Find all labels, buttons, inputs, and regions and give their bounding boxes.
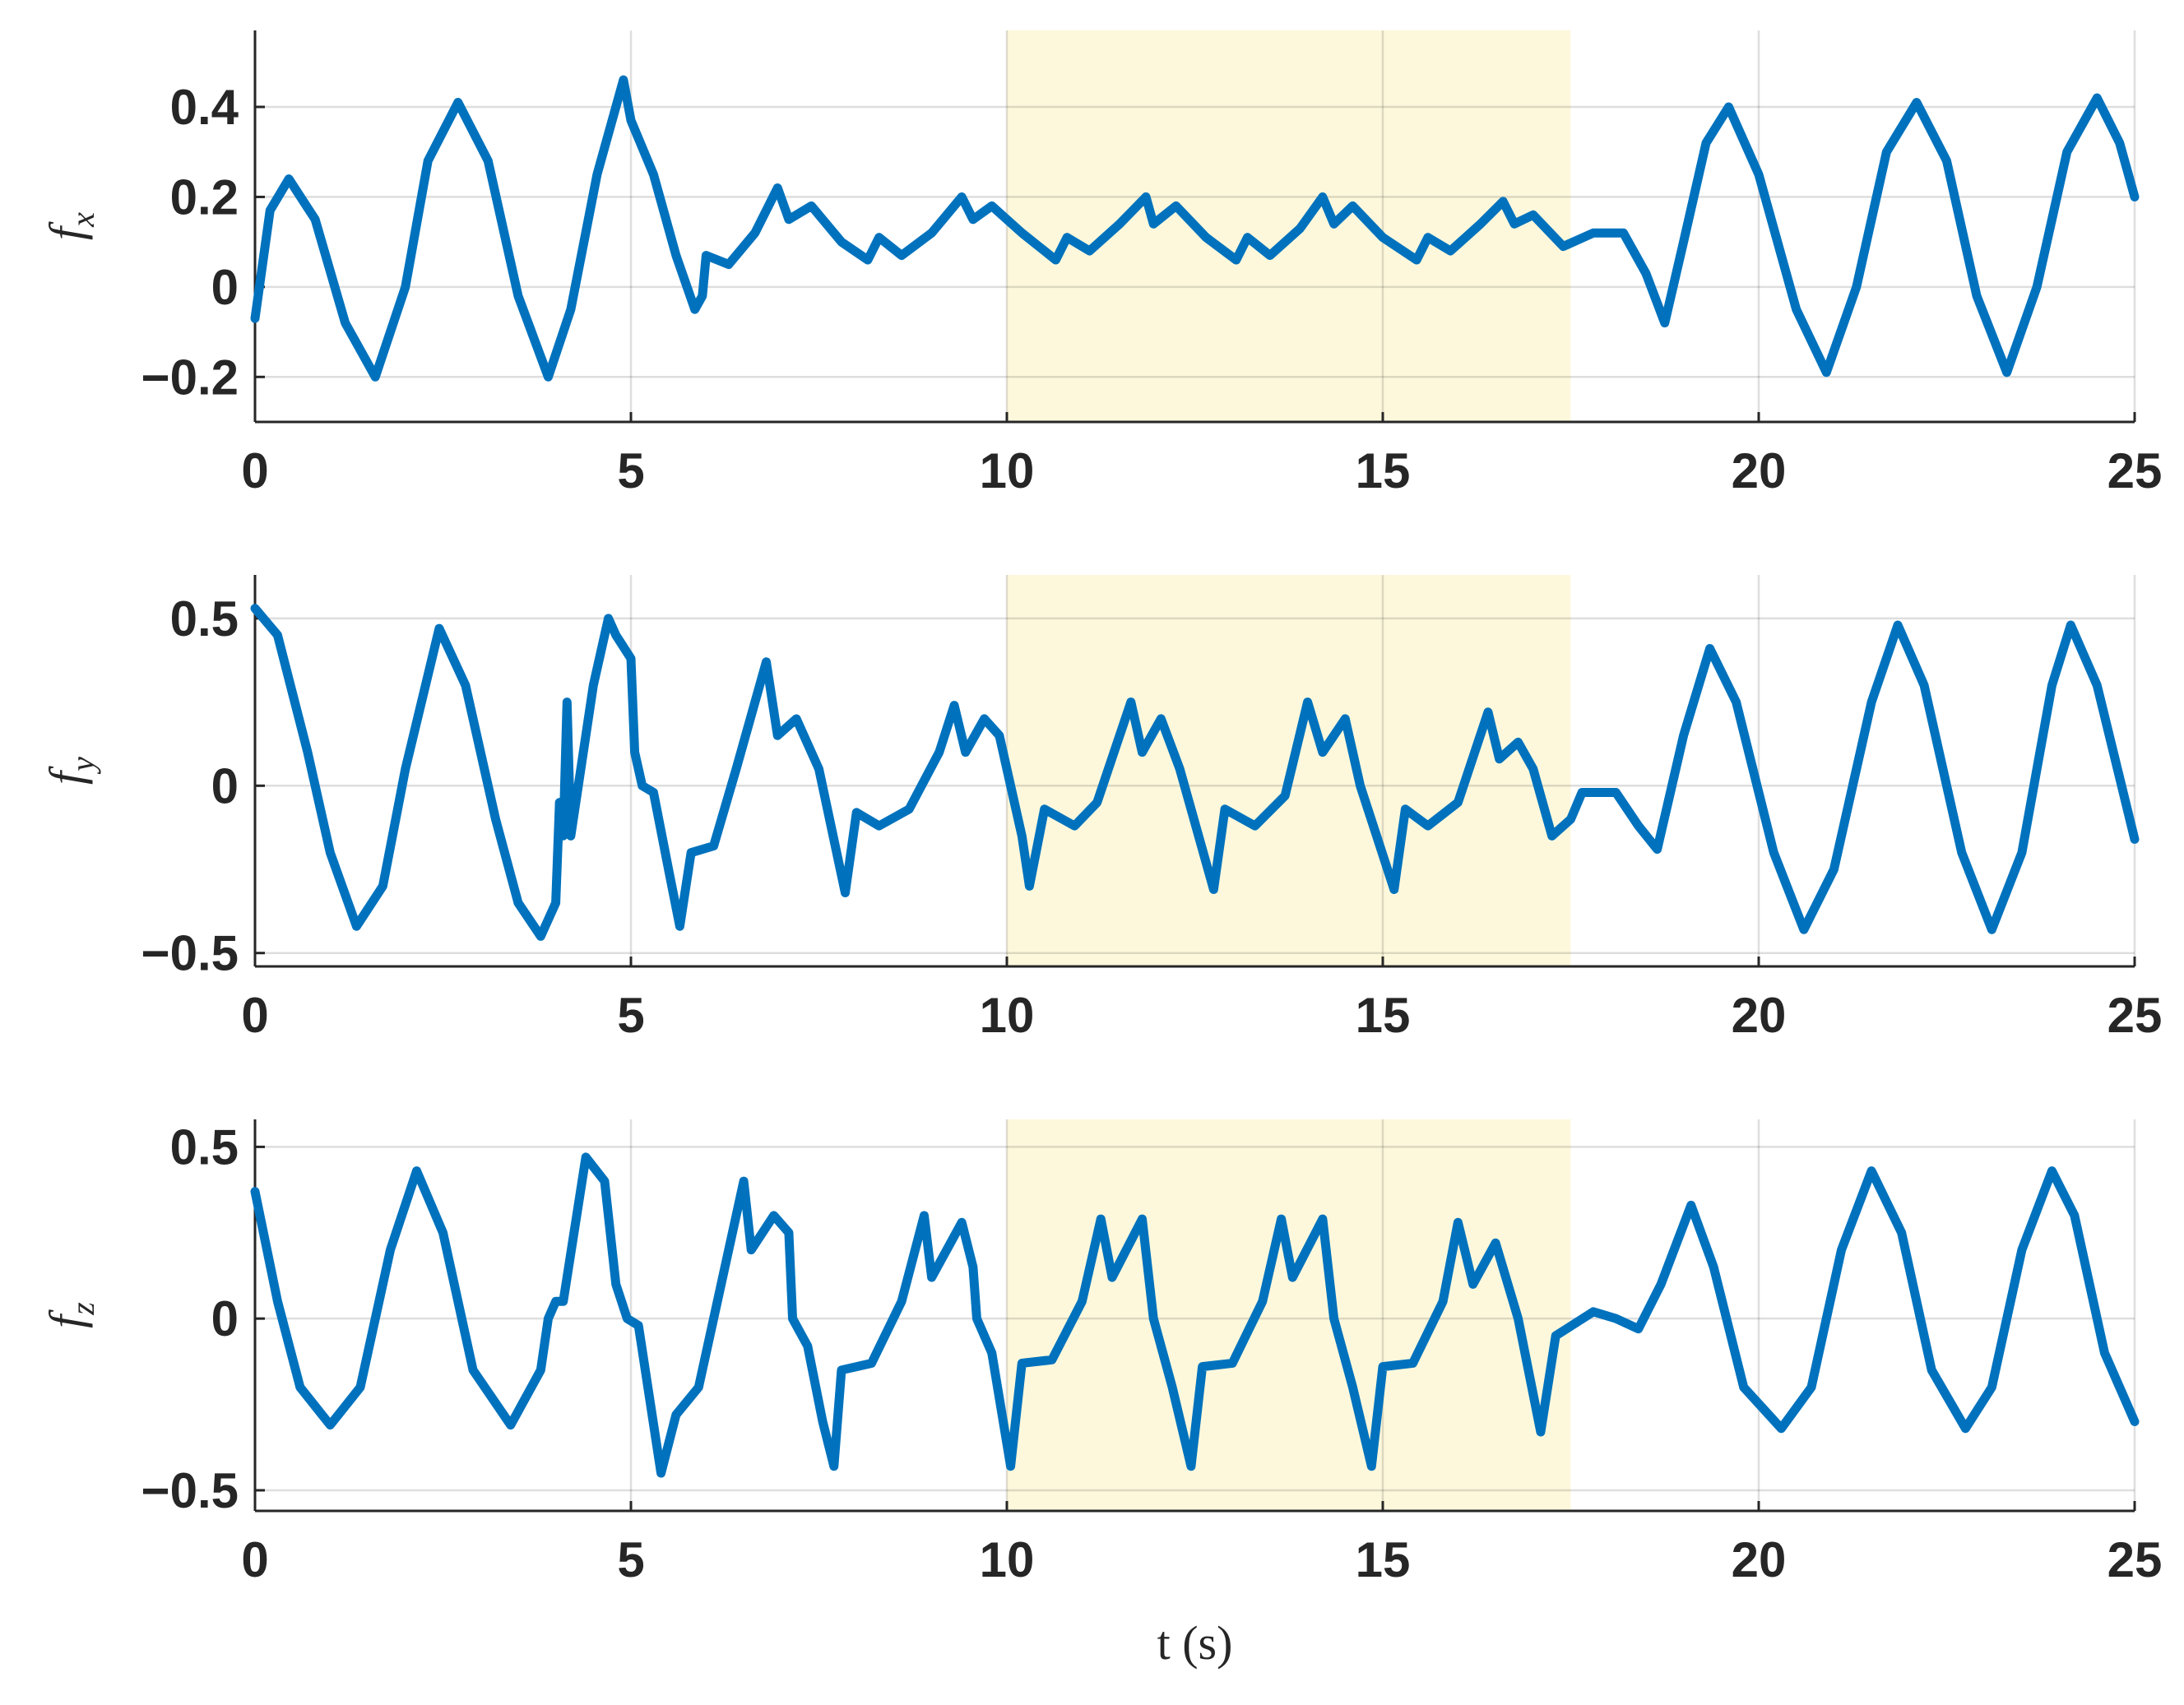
data-line	[250, 75, 2140, 382]
x-tick-label: 20	[1732, 443, 1787, 498]
y-tick-label: −0.5	[141, 926, 239, 981]
y-tick-label: 0	[211, 1291, 239, 1346]
y-axis-label: fz	[39, 1302, 101, 1328]
x-tick-label: 10	[980, 443, 1035, 498]
data-line	[250, 604, 2140, 941]
y-label-subscript: y	[64, 757, 101, 775]
x-tick-label: 25	[2107, 988, 2163, 1043]
y-tick-label: 0.5	[170, 591, 239, 646]
y-tick-label: 0.5	[170, 1119, 239, 1175]
x-tick-label: 5	[617, 988, 644, 1043]
x-tick-label: 0	[241, 443, 268, 498]
y-axis-label: fx	[39, 212, 101, 240]
x-tick-label: 15	[1356, 443, 1411, 498]
x-tick-label: 5	[617, 1532, 644, 1587]
y-tick-label: −0.2	[141, 350, 239, 405]
x-tick-label: 20	[1732, 1532, 1787, 1587]
x-tick-label: 20	[1732, 988, 1787, 1043]
y-axis-label: fy	[39, 757, 101, 785]
x-tick-label: 0	[241, 988, 268, 1043]
x-tick-label: 15	[1356, 1532, 1411, 1587]
x-tick-label: 10	[980, 988, 1035, 1043]
y-tick-label: −0.5	[141, 1463, 239, 1518]
y-tick-label: 0.2	[170, 169, 239, 225]
y-tick-label: 0	[211, 758, 239, 813]
highlight-region	[1007, 1119, 1571, 1511]
x-tick-label: 25	[2107, 443, 2163, 498]
data-line	[250, 1152, 2140, 1478]
y-label-subscript: z	[64, 1302, 101, 1316]
x-axis-label: t (s)	[1157, 1616, 1233, 1670]
x-tick-label: 0	[241, 1532, 268, 1587]
y-tick-label: 0	[211, 260, 239, 315]
highlight-region	[1007, 30, 1571, 422]
y-tick-label: 0.4	[170, 80, 239, 135]
x-tick-label: 5	[617, 443, 644, 498]
x-tick-label: 15	[1356, 988, 1411, 1043]
y-label-subscript: x	[64, 212, 101, 228]
x-tick-label: 25	[2107, 1532, 2163, 1587]
x-tick-label: 10	[980, 1532, 1035, 1587]
